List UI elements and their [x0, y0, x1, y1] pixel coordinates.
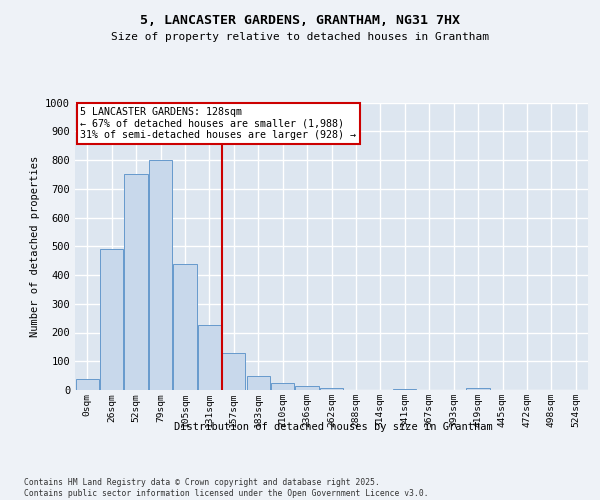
Bar: [271, 383, 294, 390]
Bar: [393, 388, 416, 390]
Bar: [320, 388, 343, 390]
Bar: [100, 249, 123, 390]
Bar: [222, 352, 245, 390]
Bar: [173, 264, 197, 390]
Text: 5, LANCASTER GARDENS, GRANTHAM, NG31 7HX: 5, LANCASTER GARDENS, GRANTHAM, NG31 7HX: [140, 14, 460, 27]
Bar: [198, 326, 221, 390]
Bar: [124, 174, 148, 390]
Text: 5 LANCASTER GARDENS: 128sqm
← 67% of detached houses are smaller (1,988)
31% of : 5 LANCASTER GARDENS: 128sqm ← 67% of det…: [80, 107, 356, 140]
Y-axis label: Number of detached properties: Number of detached properties: [29, 156, 40, 337]
Bar: [149, 160, 172, 390]
Text: Distribution of detached houses by size in Grantham: Distribution of detached houses by size …: [173, 422, 493, 432]
Bar: [76, 378, 99, 390]
Bar: [466, 388, 490, 390]
Bar: [247, 376, 270, 390]
Text: Size of property relative to detached houses in Grantham: Size of property relative to detached ho…: [111, 32, 489, 42]
Text: Contains HM Land Registry data © Crown copyright and database right 2025.
Contai: Contains HM Land Registry data © Crown c…: [24, 478, 428, 498]
Bar: [295, 386, 319, 390]
